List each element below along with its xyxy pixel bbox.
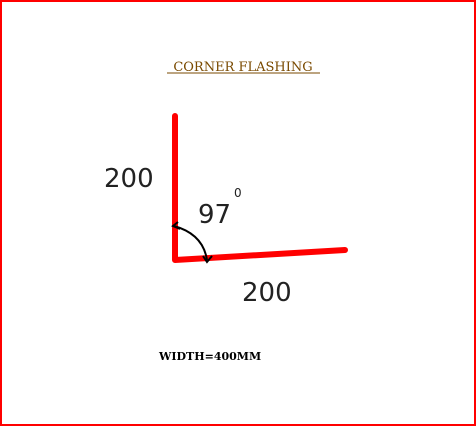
drawing-title: CORNER FLASHING: [173, 60, 312, 75]
width-note: WIDTH=400MM: [158, 350, 261, 363]
angle-arrowhead-top: [171, 221, 181, 230]
angle-arrowhead-bottom: [202, 255, 213, 264]
vertical-leg-dimension: 200: [104, 164, 154, 194]
angle-arc: [173, 225, 208, 261]
angle-degree-mark: 0: [234, 186, 242, 200]
flashing-profile-line: [172, 113, 348, 263]
horizontal-leg-dimension: 200: [242, 278, 292, 308]
angle-value-label: 97: [198, 200, 231, 230]
